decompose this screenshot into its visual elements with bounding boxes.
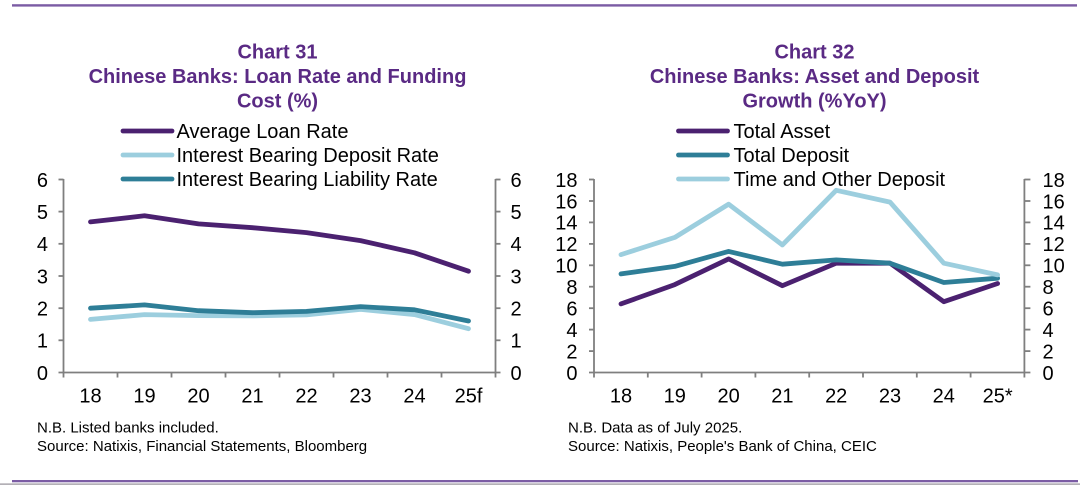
svg-text:16: 16 — [1043, 191, 1065, 213]
svg-text:12: 12 — [1043, 234, 1065, 256]
svg-text:3: 3 — [511, 266, 522, 288]
svg-text:Interest Bearing Deposit Rate: Interest Bearing Deposit Rate — [177, 145, 439, 167]
svg-text:6: 6 — [511, 170, 522, 192]
svg-text:16: 16 — [555, 191, 577, 213]
svg-text:18: 18 — [79, 385, 101, 407]
svg-text:N.B. Listed banks included.: N.B. Listed banks included. — [37, 420, 219, 437]
svg-text:Chart 32: Chart 32 — [774, 42, 854, 64]
svg-text:8: 8 — [1043, 277, 1054, 299]
svg-text:10: 10 — [555, 256, 577, 278]
svg-text:4: 4 — [37, 234, 48, 256]
svg-text:20: 20 — [187, 385, 209, 407]
svg-text:14: 14 — [1043, 213, 1065, 235]
svg-text:0: 0 — [511, 363, 522, 385]
svg-text:Growth (%YoY): Growth (%YoY) — [742, 90, 886, 112]
svg-text:Source: Natixis, People's Bank: Source: Natixis, People's Bank of China,… — [568, 438, 877, 455]
svg-text:23: 23 — [879, 385, 901, 407]
svg-text:3: 3 — [37, 266, 48, 288]
svg-text:6: 6 — [37, 170, 48, 192]
svg-text:5: 5 — [511, 202, 522, 224]
svg-text:Total Deposit: Total Deposit — [734, 145, 850, 167]
svg-text:2: 2 — [1043, 341, 1054, 363]
svg-text:2: 2 — [566, 341, 577, 363]
svg-text:14: 14 — [555, 213, 577, 235]
svg-text:Source: Natixis, Financial Sta: Source: Natixis, Financial Statements, B… — [37, 438, 367, 455]
svg-text:8: 8 — [566, 277, 577, 299]
svg-text:Chart 31: Chart 31 — [237, 42, 317, 64]
svg-text:0: 0 — [566, 363, 577, 385]
svg-text:Total Asset: Total Asset — [734, 121, 831, 143]
svg-text:21: 21 — [771, 385, 793, 407]
svg-text:2: 2 — [37, 299, 48, 321]
svg-text:24: 24 — [403, 385, 425, 407]
svg-text:18: 18 — [555, 170, 577, 192]
svg-text:2: 2 — [511, 299, 522, 321]
svg-text:22: 22 — [295, 385, 317, 407]
svg-text:18: 18 — [610, 385, 632, 407]
svg-text:6: 6 — [566, 299, 577, 321]
svg-text:Chinese Banks: Loan Rate and F: Chinese Banks: Loan Rate and Funding — [89, 66, 467, 88]
svg-text:19: 19 — [664, 385, 686, 407]
svg-text:4: 4 — [1043, 320, 1054, 342]
svg-text:25*: 25* — [983, 385, 1013, 407]
svg-text:21: 21 — [241, 385, 263, 407]
svg-text:5: 5 — [37, 202, 48, 224]
svg-text:0: 0 — [1043, 363, 1054, 385]
svg-text:Average Loan Rate: Average Loan Rate — [177, 121, 349, 143]
svg-text:N.B. Data as of July 2025.: N.B. Data as of July 2025. — [568, 420, 742, 437]
svg-text:20: 20 — [717, 385, 739, 407]
svg-text:6: 6 — [1043, 299, 1054, 321]
svg-text:23: 23 — [349, 385, 371, 407]
svg-text:Interest Bearing Liability Rat: Interest Bearing Liability Rate — [177, 169, 438, 191]
svg-text:22: 22 — [825, 385, 847, 407]
svg-text:4: 4 — [511, 234, 522, 256]
svg-text:4: 4 — [566, 320, 577, 342]
svg-text:25f: 25f — [455, 385, 483, 407]
svg-text:24: 24 — [933, 385, 955, 407]
svg-text:1: 1 — [511, 331, 522, 353]
svg-text:0: 0 — [37, 363, 48, 385]
svg-text:18: 18 — [1043, 170, 1065, 192]
svg-text:19: 19 — [133, 385, 155, 407]
svg-text:12: 12 — [555, 234, 577, 256]
svg-text:Cost (%): Cost (%) — [237, 90, 318, 112]
svg-text:Time and Other Deposit: Time and Other Deposit — [734, 169, 946, 191]
svg-text:10: 10 — [1043, 256, 1065, 278]
svg-text:Chinese Banks: Asset and Depos: Chinese Banks: Asset and Deposit — [650, 66, 980, 88]
svg-text:1: 1 — [37, 331, 48, 353]
